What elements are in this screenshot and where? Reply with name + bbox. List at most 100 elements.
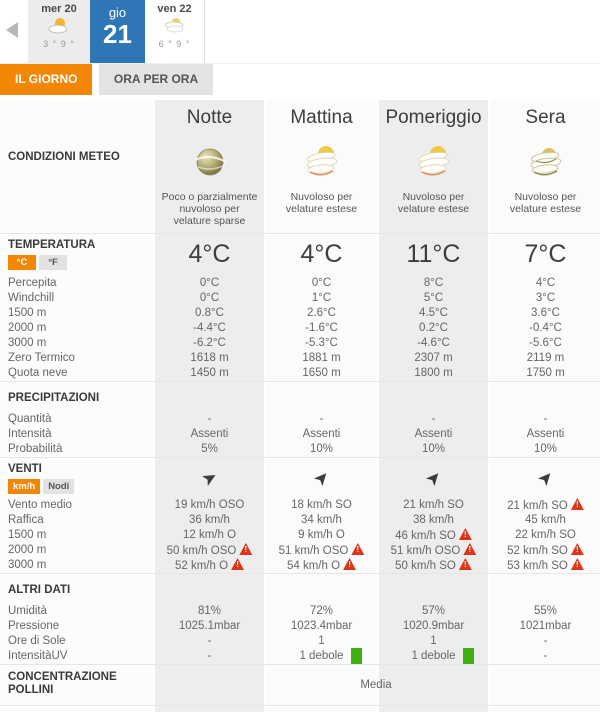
- day-minmax-temps: 3 ° 9 °: [43, 39, 75, 49]
- wind-value: 12 km/h O: [182, 529, 237, 541]
- value-cell: 1450 m: [152, 366, 264, 381]
- row-label: Quota neve: [0, 366, 152, 381]
- row-label: Pressione: [0, 619, 152, 634]
- wind-value-cell: 38 km/h: [376, 513, 488, 528]
- row-label: Quantità: [0, 412, 152, 427]
- celsius-button[interactable]: °C: [8, 255, 36, 270]
- value-cell: 1025.1mbar: [152, 619, 264, 634]
- wind-value-cell: 52 km/h O: [152, 558, 264, 573]
- value-cell: -6.2°C: [152, 336, 264, 351]
- condition-description: Nuvoloso per velature estese: [509, 191, 582, 215]
- value-cell: 1800 m: [376, 366, 488, 381]
- wind-value-cell: 52 km/h SO: [488, 543, 600, 558]
- condition-cell: Nuvoloso per velature estese: [376, 133, 488, 233]
- column-headers-row: Notte Mattina Pomeriggio Sera: [0, 100, 600, 133]
- air-quality-value: Buona: [152, 706, 264, 712]
- wind-value-cell: 51 km/h OSO: [376, 543, 488, 558]
- section-label: QUALITÀ DELL'ARIA: [0, 706, 152, 712]
- wind-value-cell: 50 km/h OSO: [152, 543, 264, 558]
- condition-cell: Nuvoloso per velature estese: [264, 133, 376, 233]
- value-cell: 55%: [488, 604, 600, 619]
- wind-direction-arrow-icon: ➤: [533, 465, 558, 491]
- chevron-left-icon: [6, 22, 18, 38]
- wind-warning-icon: [570, 543, 584, 555]
- section-label: PRECIPITAZIONI: [0, 382, 152, 412]
- wind-value-cell: 54 km/h O: [264, 558, 376, 573]
- knots-button[interactable]: Nodi: [43, 479, 75, 494]
- empty-cell: [152, 382, 264, 412]
- uv-value-cell: -: [152, 649, 264, 664]
- section-qualita-aria: QUALITÀ DELL'ARIA Buona Buona Buona Buon…: [0, 705, 600, 712]
- value-cell: 1020.9mbar: [376, 619, 488, 634]
- value-cell: 4°C: [488, 276, 600, 291]
- value-cell: -: [488, 412, 600, 427]
- value-cell: -: [152, 634, 264, 649]
- fahrenheit-button[interactable]: °F: [39, 255, 67, 270]
- value-cell: 1750 m: [488, 366, 600, 381]
- veiled-sun-icon: [379, 141, 488, 187]
- wind-value: 38 km/h: [413, 514, 454, 526]
- wind-value-cell: 21 km/h SO: [488, 498, 600, 513]
- value-cell: -: [376, 412, 488, 427]
- date-navigation-bar: mer 20 3 ° 9 ° gio 21 ven 22 6 ° 9 °: [0, 0, 600, 64]
- value-cell: 0°C: [152, 291, 264, 306]
- value-cell: 2307 m: [376, 351, 488, 366]
- row-label: 1500 m: [0, 528, 152, 543]
- row-label: Umidità: [0, 604, 152, 619]
- column-header-notte: Notte: [152, 100, 264, 133]
- empty-cell: [264, 382, 376, 412]
- tab-ora-per-ora[interactable]: ORA PER ORA: [98, 64, 214, 95]
- prev-day-button[interactable]: [6, 22, 22, 40]
- section-label: CONCENTRAZIONE POLLINI: [0, 665, 152, 705]
- wind-value: 50 km/h OSO: [166, 545, 237, 557]
- value-cell: 1021mbar: [488, 619, 600, 634]
- value-cell: 1: [376, 634, 488, 649]
- veiled-sun-icon: [145, 16, 204, 38]
- temperature-unit-toggle: °C °F: [8, 255, 152, 270]
- wind-value: 18 km/h SO: [291, 499, 352, 511]
- wind-value-cell: 22 km/h SO: [488, 528, 600, 543]
- empty-cell: [376, 382, 488, 412]
- value-cell: 0°C: [152, 276, 264, 291]
- wind-value-cell: 51 km/h OSO: [264, 543, 376, 558]
- value-cell: 5%: [152, 442, 264, 457]
- row-label: 2000 m: [0, 543, 152, 558]
- section-temperatura: TEMPERATURA °C °F 4°C 4°C 11°C 7°C Percep…: [0, 233, 600, 381]
- day-minmax-temps: 6 ° 9 °: [158, 39, 191, 49]
- empty-cell: [264, 574, 376, 604]
- wind-value: 53 km/h SO: [507, 560, 568, 572]
- empty-cell: [264, 665, 376, 705]
- wind-value: 46 km/h SO: [395, 530, 456, 542]
- day-label: mer 20: [41, 3, 77, 15]
- wind-value-cell: 46 km/h SO: [376, 528, 488, 543]
- wind-unit-toggle: km/h Nodi: [8, 479, 152, 494]
- value-cell: 0°C: [264, 276, 376, 291]
- row-label: Intensità: [0, 427, 152, 442]
- value-cell: -1.6°C: [264, 321, 376, 336]
- empty-header-cell: [0, 100, 152, 133]
- row-label: IntensitàUV: [0, 649, 152, 664]
- row-label: Zero Termico: [0, 351, 152, 366]
- value-cell: 10%: [376, 442, 488, 457]
- uv-value: 1 debole: [299, 650, 344, 662]
- day-tab-gio-21-selected[interactable]: gio 21: [90, 0, 145, 63]
- main-temperature: 11°C: [376, 234, 488, 276]
- wind-direction-cell: ➤: [264, 458, 376, 498]
- wind-value: 36 km/h: [189, 514, 230, 526]
- wind-direction-cell: ➤: [488, 458, 600, 498]
- air-quality-value: Buona: [488, 706, 600, 712]
- wind-warning-icon: [570, 498, 584, 510]
- empty-cell: [152, 574, 264, 604]
- kmh-button[interactable]: km/h: [8, 479, 41, 494]
- wind-direction-cell: ➤: [152, 458, 264, 498]
- day-tab-mer-20[interactable]: mer 20 3 ° 9 °: [28, 0, 90, 63]
- value-cell: Assenti: [264, 427, 376, 442]
- empty-cell: [488, 665, 600, 705]
- main-temperature: 4°C: [264, 234, 376, 276]
- tab-il-giorno[interactable]: IL GIORNO: [0, 64, 93, 95]
- day-tab-ven-22[interactable]: ven 22 6 ° 9 °: [145, 0, 205, 63]
- uv-value-cell: -: [488, 649, 600, 664]
- wind-value-cell: 18 km/h SO: [264, 498, 376, 513]
- row-label: 3000 m: [0, 558, 152, 573]
- section-precipitazioni: PRECIPITAZIONI Quantità - - - - Intensit…: [0, 381, 600, 457]
